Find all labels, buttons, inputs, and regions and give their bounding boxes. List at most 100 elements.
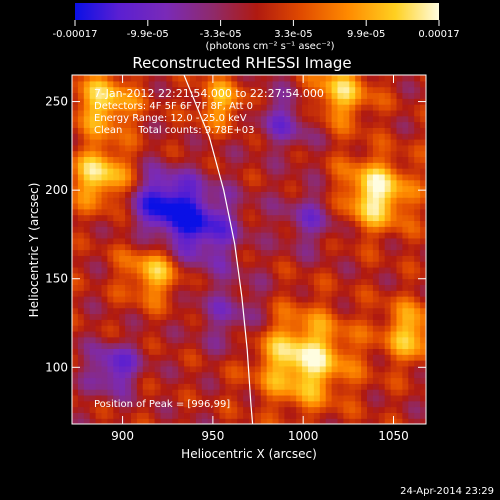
heatmap-cell [402,232,409,239]
heatmap-cell [319,313,327,320]
heatmap-cell [278,418,285,424]
heatmap-cell [384,313,392,320]
heatmap-cell [378,121,386,128]
heatmap-cell [225,214,232,222]
heatmap-cell [125,115,132,123]
heatmap-cell [113,185,120,192]
heatmap-cell [396,86,403,94]
heatmap-cell [355,197,362,204]
heatmap-cell [219,104,226,111]
heatmap-cell [154,406,162,413]
heatmap-cell [384,278,392,285]
heatmap-cell [72,418,79,424]
heatmap-cell [89,191,97,198]
heatmap-cell [319,121,327,128]
heatmap-cell [154,389,162,396]
heatmap-cell [390,109,398,117]
heatmap-cell [107,75,114,82]
heatmap-cell [125,86,132,94]
heatmap-cell [302,354,309,361]
heatmap-cell [278,394,285,402]
heatmap-cell [372,104,380,111]
heatmap-cell [249,133,256,140]
heatmap-cell [131,383,138,390]
heatmap-cell [378,104,386,111]
heatmap-cell [384,133,392,140]
heatmap-cell [319,104,327,111]
heatmap-cell [195,284,203,291]
heatmap-cell [319,412,327,419]
heatmap-cell [372,284,380,291]
heatmap-cell [278,197,285,204]
heatmap-cell [119,360,126,367]
heatmap-cell [195,156,203,163]
heatmap-cell [243,109,250,117]
heatmap-cell [243,237,250,245]
heatmap-cell [361,272,368,280]
heatmap-cell [272,278,280,285]
heatmap-cell [243,220,250,227]
heatmap-cell [166,214,173,222]
heatmap-cell [136,237,144,245]
heatmap-cell [337,400,344,408]
heatmap-cell [95,173,103,181]
heatmap-cell [266,377,274,384]
heatmap-cell [325,127,333,134]
heatmap-cell [402,237,409,245]
heatmap-cell [302,307,309,315]
heatmap-cell [402,360,409,367]
heatmap-cell [272,202,280,210]
heatmap-cell [367,342,374,349]
heatmap-cell [313,261,321,268]
heatmap-cell [107,360,114,367]
heatmap-cell [319,138,327,146]
heatmap-cell [95,168,103,175]
heatmap-cell [166,301,173,309]
heatmap-cell [113,400,120,408]
heatmap-cell [119,307,126,315]
heatmap-cell [166,144,173,152]
heatmap-cell [89,98,97,105]
heatmap-cell [148,115,156,123]
heatmap-cell [136,284,144,291]
heatmap-cell [249,261,256,268]
heatmap-cell [254,214,262,222]
heatmap-cell [166,296,173,303]
heatmap-cell [302,121,309,128]
heatmap-cell [284,98,291,105]
heatmap-cell [254,162,262,169]
heatmap-cell [77,138,85,146]
heatmap-cell [231,109,238,117]
heatmap-cell [77,296,85,303]
heatmap-cell [372,249,380,256]
heatmap-cell [249,301,256,309]
heatmap-cell [272,75,280,82]
heatmap-cell [402,150,409,158]
heatmap-cell [378,272,386,280]
heatmap-cell [319,226,327,233]
heatmap-cell [337,266,344,274]
heatmap-cell [195,138,203,146]
heatmap-cell [195,173,203,181]
heatmap-cell [213,400,221,408]
heatmap-cell [408,80,415,88]
heatmap-cell [184,121,191,128]
heatmap-cell [308,266,315,274]
heatmap-cell [313,371,321,379]
heatmap-cell [195,144,203,152]
heatmap-cell [378,237,386,245]
heatmap-cell [213,371,221,379]
heatmap-cell [231,138,238,146]
heatmap-cell [142,261,150,268]
heatmap-cell [184,179,191,187]
colorbar-unit-label: (photons cm⁻² s⁻¹ asec⁻²) [205,41,334,52]
heatmap-cell [77,394,85,402]
heatmap-cell [89,185,97,192]
heatmap-cell [237,296,244,303]
heatmap-cell [89,179,97,187]
heatmap-cell [160,360,167,367]
heatmap-cell [319,197,327,204]
heatmap-cell [160,342,167,349]
heatmap-cell [184,377,191,384]
heatmap-cell [131,191,138,198]
